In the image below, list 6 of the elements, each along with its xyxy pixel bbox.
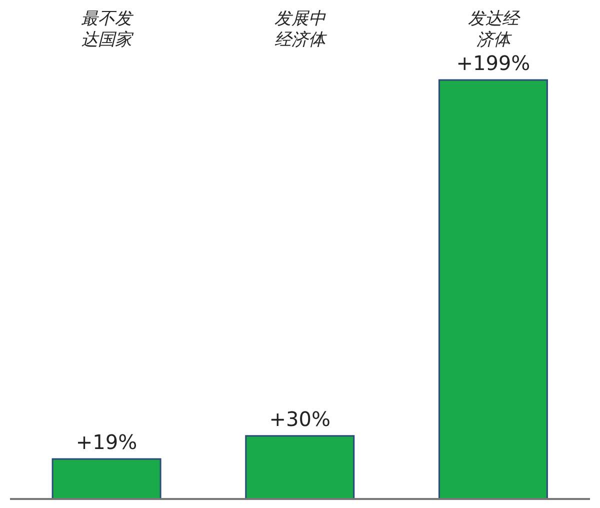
data-label: +30% bbox=[269, 406, 330, 431]
x-tick-label: 最不发达国家 bbox=[81, 9, 134, 50]
data-label: +199% bbox=[456, 51, 530, 75]
x-tick-label: 发展中经济体 bbox=[274, 9, 328, 50]
data-label: +19% bbox=[76, 430, 138, 454]
x-tick-label: 发达经济体 bbox=[468, 9, 521, 50]
